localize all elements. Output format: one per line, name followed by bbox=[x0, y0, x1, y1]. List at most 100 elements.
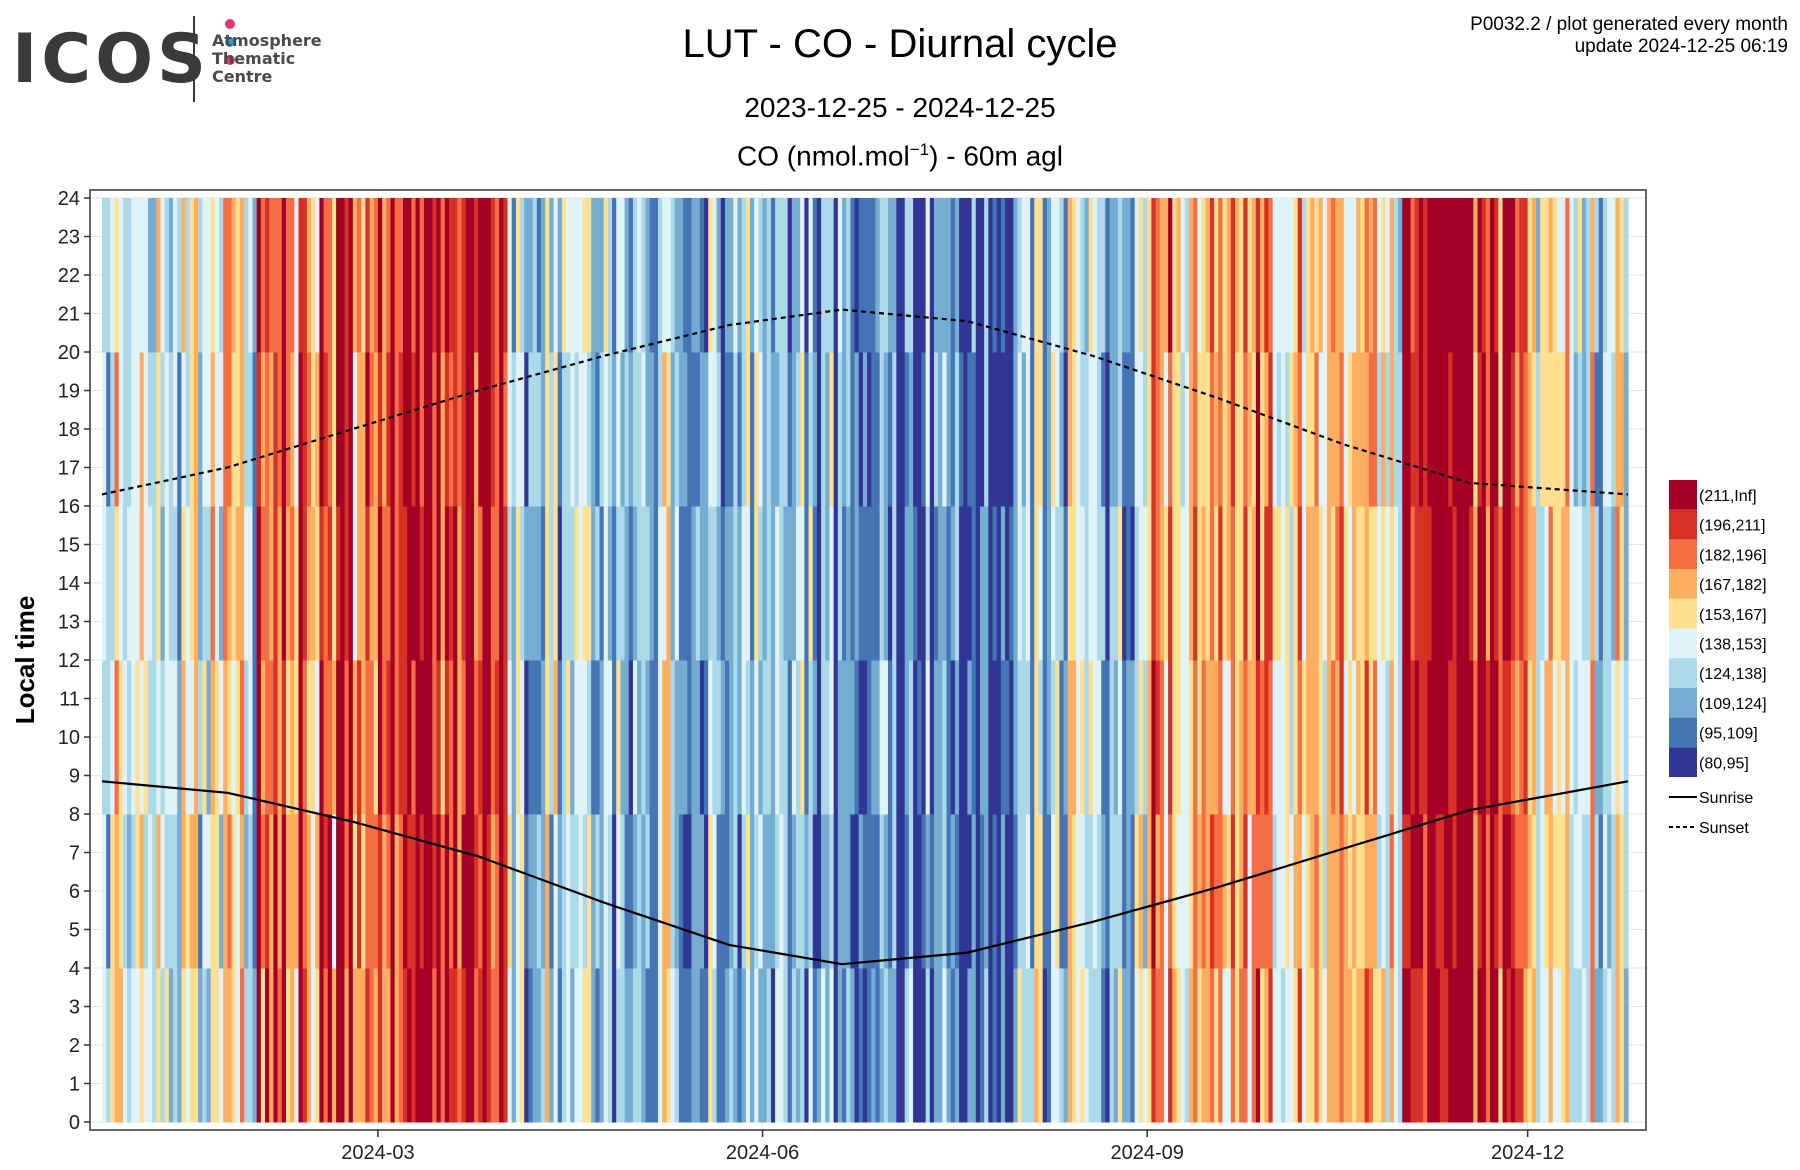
heatmap-cell bbox=[503, 968, 509, 1123]
heatmap-cell bbox=[1168, 968, 1173, 1123]
heatmap-cell bbox=[1101, 506, 1106, 661]
heatmap-cell bbox=[775, 198, 780, 353]
heatmap-cell bbox=[574, 198, 580, 353]
heatmap-cell bbox=[1197, 968, 1203, 1123]
plot-metadata: P0032.2 / plot generated every month upd… bbox=[1470, 14, 1788, 58]
heatmap-cell bbox=[1556, 968, 1562, 1123]
heatmap-cell bbox=[821, 660, 826, 815]
heatmap-cell bbox=[1222, 506, 1228, 661]
heatmap-cell bbox=[1080, 814, 1086, 969]
heatmap-cell bbox=[1276, 660, 1282, 815]
heatmap-cell bbox=[913, 660, 918, 815]
heatmap-cell bbox=[1577, 660, 1583, 815]
heatmap-cell bbox=[971, 506, 977, 661]
heatmap-cell bbox=[461, 506, 467, 661]
heatmap-cell bbox=[603, 968, 609, 1123]
heatmap-cell bbox=[1051, 814, 1056, 969]
heatmap-cell bbox=[716, 968, 722, 1123]
heatmap-cell bbox=[235, 198, 241, 353]
heatmap-cell bbox=[352, 660, 358, 815]
heatmap-cell bbox=[1552, 660, 1558, 815]
heatmap-cell bbox=[1561, 660, 1566, 815]
heatmap-cell bbox=[645, 352, 651, 507]
heatmap-cell bbox=[1481, 198, 1487, 353]
heatmap-cell bbox=[106, 968, 111, 1123]
heatmap-cell bbox=[1590, 814, 1596, 969]
heatmap-cell bbox=[256, 968, 262, 1123]
heatmap-cell bbox=[724, 506, 730, 661]
heatmap-cell bbox=[1272, 506, 1278, 661]
heatmap-cell bbox=[1314, 352, 1320, 507]
heatmap-cell bbox=[1222, 198, 1228, 353]
heatmap-cell bbox=[1306, 198, 1311, 353]
heatmap-cell bbox=[256, 814, 262, 969]
heatmap-cell bbox=[1005, 352, 1010, 507]
heatmap-cell bbox=[1389, 968, 1395, 1123]
heatmap-cell bbox=[520, 968, 525, 1123]
heatmap-cell bbox=[478, 660, 484, 815]
heatmap-cell bbox=[1055, 352, 1061, 507]
heatmap-cell bbox=[1573, 660, 1579, 815]
heatmap-cell bbox=[1623, 198, 1629, 353]
heatmap-cell bbox=[1393, 660, 1399, 815]
y-tick-label: 19 bbox=[58, 381, 80, 403]
logo-line: Thematic bbox=[212, 49, 296, 68]
heatmap-cell bbox=[474, 198, 479, 353]
heatmap-cell bbox=[963, 968, 969, 1123]
heatmap-cell bbox=[1280, 352, 1286, 507]
heatmap-cell bbox=[1034, 660, 1040, 815]
heatmap-cell bbox=[1523, 352, 1529, 507]
heatmap-cell bbox=[528, 352, 534, 507]
heatmap-cell bbox=[683, 198, 688, 353]
heatmap-cell bbox=[879, 352, 885, 507]
heatmap-cell bbox=[532, 660, 538, 815]
heatmap-cell bbox=[1326, 660, 1332, 815]
heatmap-cell bbox=[177, 660, 183, 815]
heatmap-cell bbox=[122, 968, 128, 1123]
heatmap-cell bbox=[511, 814, 517, 969]
heatmap-cell bbox=[1130, 660, 1136, 815]
heatmap-cell bbox=[624, 352, 630, 507]
heatmap-cell bbox=[474, 814, 479, 969]
heatmap-cell bbox=[737, 660, 743, 815]
heatmap-cell bbox=[1025, 968, 1031, 1123]
heatmap-cell bbox=[336, 352, 341, 507]
heatmap-cell bbox=[984, 198, 989, 353]
heatmap-cell bbox=[649, 660, 655, 815]
heatmap-cell bbox=[1410, 968, 1416, 1123]
heatmap-cell bbox=[929, 660, 935, 815]
heatmap-cell bbox=[1197, 660, 1203, 815]
heatmap-cell bbox=[1577, 968, 1583, 1123]
heatmap-cell bbox=[214, 198, 220, 353]
heatmap-cell bbox=[1239, 968, 1244, 1123]
heatmap-cell bbox=[959, 660, 964, 815]
heatmap-cell bbox=[1289, 814, 1295, 969]
heatmap-cell bbox=[1101, 814, 1106, 969]
heatmap-cell bbox=[449, 198, 454, 353]
heatmap-cell bbox=[1306, 660, 1311, 815]
heatmap-cell bbox=[1544, 352, 1550, 507]
heatmap-cell bbox=[444, 814, 450, 969]
heatmap-cell bbox=[1122, 198, 1127, 353]
y-tick-label: 24 bbox=[58, 188, 80, 210]
heatmap-cell bbox=[1260, 660, 1265, 815]
heatmap-cell bbox=[586, 968, 592, 1123]
heatmap-cell bbox=[904, 198, 910, 353]
heatmap-cell bbox=[887, 352, 893, 507]
y-tick-label: 20 bbox=[58, 342, 80, 364]
heatmap-cell bbox=[1013, 968, 1019, 1123]
heatmap-cell bbox=[1452, 506, 1458, 661]
heatmap-cell bbox=[1013, 814, 1019, 969]
heatmap-cell bbox=[173, 968, 178, 1123]
heatmap-cell bbox=[1143, 968, 1148, 1123]
heatmap-cell bbox=[181, 506, 187, 661]
heatmap-cell bbox=[1615, 814, 1621, 969]
heatmap-cell bbox=[1080, 198, 1086, 353]
heatmap-cell bbox=[637, 968, 642, 1123]
heatmap-cell bbox=[1017, 198, 1023, 353]
heatmap-cell bbox=[1193, 968, 1198, 1123]
heatmap-cell bbox=[1548, 660, 1554, 815]
heatmap-cell bbox=[461, 814, 467, 969]
heatmap-cell bbox=[1097, 660, 1102, 815]
heatmap-cell bbox=[457, 198, 463, 353]
